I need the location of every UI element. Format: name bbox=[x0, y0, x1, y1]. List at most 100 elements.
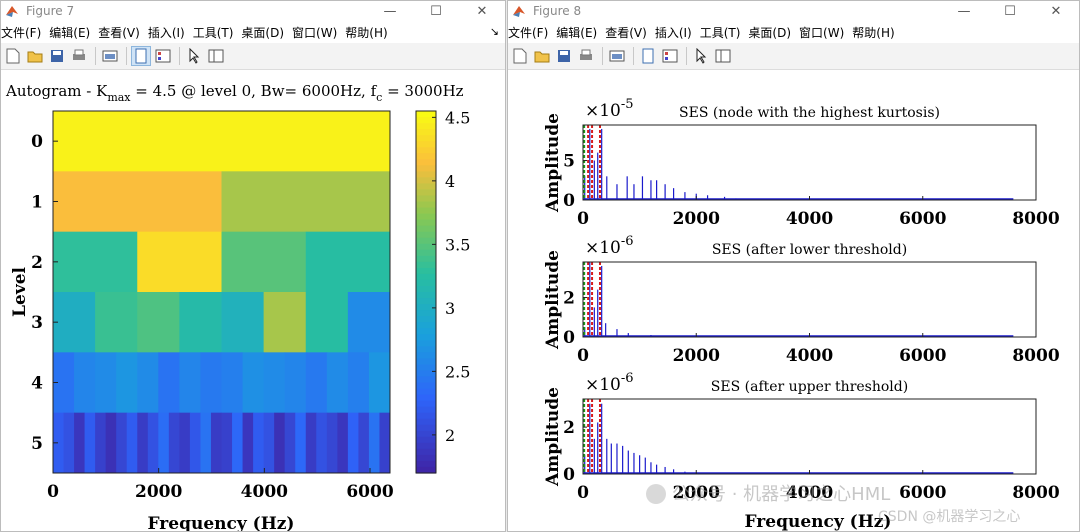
colorbar-segment bbox=[416, 418, 436, 426]
menu-insert[interactable]: 插入(I) bbox=[654, 25, 692, 40]
maximize-button[interactable]: ☐ bbox=[1004, 3, 1016, 19]
heatmap-cell bbox=[200, 412, 212, 474]
colorbar-tick-label: 4 bbox=[445, 172, 455, 191]
link-plot-icon[interactable] bbox=[607, 46, 627, 66]
y-tick-label: 5 bbox=[563, 152, 575, 172]
link-plot-icon[interactable] bbox=[100, 46, 120, 66]
new-figure-icon[interactable] bbox=[510, 46, 530, 66]
heatmap-cell bbox=[53, 111, 391, 172]
ses-y-label: Amplitude bbox=[543, 250, 563, 350]
menu-bar: 文件(F) 编辑(E) 查看(V) 插入(I) 工具(T) 桌面(D) 窗口(W… bbox=[508, 21, 1079, 43]
heatmap-cell bbox=[53, 171, 222, 233]
heatmap-cell bbox=[221, 231, 307, 293]
toolbar-separator bbox=[126, 47, 127, 65]
x-tick-label: 4000 bbox=[786, 483, 833, 503]
figure-8-window: Figure 8 — ☐ ✕ 文件(F) 编辑(E) 查看(V) 插入(I) 工… bbox=[507, 0, 1080, 532]
ses-panel: SES (after upper threshold) ×10-6 Amplitud… bbox=[543, 371, 1060, 503]
ses-panel-title: SES (after lower threshold) bbox=[712, 242, 907, 258]
colorbar-segment bbox=[416, 123, 436, 130]
heatmap-cell bbox=[337, 412, 349, 474]
heatmap-cell bbox=[358, 412, 370, 474]
hide-plot-tools-icon[interactable] bbox=[131, 46, 151, 66]
toolbar-overflow-icon[interactable]: ↘ bbox=[489, 25, 499, 38]
colorbar-segment bbox=[416, 430, 436, 438]
menu-desktop[interactable]: 桌面(D) bbox=[748, 25, 792, 40]
property-editor-icon[interactable] bbox=[713, 46, 733, 66]
menu-view[interactable]: 查看(V) bbox=[98, 25, 140, 40]
new-figure-icon[interactable] bbox=[3, 46, 23, 66]
maximize-button[interactable]: ☐ bbox=[430, 3, 442, 19]
close-button[interactable]: ✕ bbox=[476, 3, 488, 19]
heatmap-cell bbox=[147, 412, 159, 474]
y-tick-label: 4 bbox=[31, 374, 43, 394]
toolbar-separator bbox=[602, 47, 603, 65]
hide-plot-tools-icon[interactable] bbox=[638, 46, 658, 66]
ses-exponent-label: ×10-5 bbox=[585, 97, 634, 121]
colorbar-segment bbox=[416, 129, 436, 136]
menu-window[interactable]: 窗口(W) bbox=[292, 25, 338, 40]
wechat-icon bbox=[646, 484, 666, 504]
save-icon[interactable] bbox=[47, 46, 67, 66]
heatmap-cell bbox=[179, 352, 201, 414]
menu-edit[interactable]: 编辑(E) bbox=[556, 25, 598, 40]
heatmap-cell bbox=[53, 292, 96, 353]
show-plot-tools-icon[interactable] bbox=[660, 46, 680, 66]
heatmap-cell bbox=[242, 412, 254, 474]
show-plot-tools-icon[interactable] bbox=[153, 46, 173, 66]
y-tick-label: 1 bbox=[31, 193, 43, 213]
menu-insert[interactable]: 插入(I) bbox=[147, 25, 185, 40]
colorbar-tick-label: 3.5 bbox=[445, 235, 470, 254]
x-tick-label: 4000 bbox=[241, 482, 288, 502]
colorbar-segment bbox=[416, 460, 436, 468]
ses-exponent-label: ×10-6 bbox=[585, 234, 634, 258]
heatmap-cell bbox=[210, 412, 222, 474]
x-tick-label: 0 bbox=[577, 209, 589, 229]
heatmap-cell bbox=[326, 352, 349, 414]
figure-7-window: Figure 7 — ☐ ✕ 文件(F) 编辑(E) 查看(V) 插入(I) 工… bbox=[0, 0, 506, 532]
ses-exponent-label: ×10-6 bbox=[585, 371, 634, 395]
toolbar-separator bbox=[686, 47, 687, 65]
colorbar-segment bbox=[416, 243, 436, 251]
open-file-icon[interactable] bbox=[532, 46, 552, 66]
x-tick-label: 8000 bbox=[1012, 346, 1059, 366]
heatmap-cell bbox=[189, 412, 201, 474]
menu-edit[interactable]: 编辑(E) bbox=[49, 25, 91, 40]
watermark-text: 公众号 · 机器学习之心HML bbox=[672, 484, 890, 505]
print-icon[interactable] bbox=[69, 46, 89, 66]
heatmap-cell bbox=[263, 352, 286, 414]
heatmap-cell bbox=[84, 412, 96, 474]
heatmap-cell bbox=[305, 292, 349, 353]
menu-tools[interactable]: 工具(T) bbox=[192, 25, 234, 40]
open-file-icon[interactable] bbox=[25, 46, 45, 66]
heatmap-cells bbox=[53, 111, 391, 474]
menu-file[interactable]: 文件(F) bbox=[1, 25, 42, 40]
close-button[interactable]: ✕ bbox=[1050, 3, 1062, 19]
x-tick-label: 6000 bbox=[346, 482, 393, 502]
minimize-button[interactable]: — bbox=[957, 3, 971, 19]
x-tick-label: 2000 bbox=[673, 483, 720, 503]
colorbar-segment bbox=[416, 201, 436, 209]
menu-view[interactable]: 查看(V) bbox=[605, 25, 647, 40]
menu-help[interactable]: 帮助(H) bbox=[852, 25, 895, 40]
colorbar-segment bbox=[416, 189, 436, 197]
save-icon[interactable] bbox=[554, 46, 574, 66]
colorbar-segment bbox=[416, 376, 436, 384]
menu-desktop[interactable]: 桌面(D) bbox=[241, 25, 285, 40]
colorbar-segment bbox=[416, 249, 436, 257]
menu-tools[interactable]: 工具(T) bbox=[699, 25, 741, 40]
colorbar-segment bbox=[416, 352, 436, 359]
menu-file[interactable]: 文件(F) bbox=[508, 25, 549, 40]
minimize-button[interactable]: — bbox=[383, 3, 397, 19]
heatmap-cell bbox=[242, 352, 265, 414]
colorbar-segment bbox=[416, 442, 436, 450]
heatmap-x-label: Frequency (Hz) bbox=[148, 514, 295, 532]
print-icon[interactable] bbox=[576, 46, 596, 66]
edit-plot-pointer-icon[interactable] bbox=[184, 46, 204, 66]
property-editor-icon[interactable] bbox=[206, 46, 226, 66]
heatmap-cell bbox=[126, 412, 138, 474]
menu-help[interactable]: 帮助(H) bbox=[345, 25, 388, 40]
menu-window[interactable]: 窗口(W) bbox=[799, 25, 845, 40]
edit-plot-pointer-icon[interactable] bbox=[691, 46, 711, 66]
toolbar-separator bbox=[633, 47, 634, 65]
y-tick-label: 2 bbox=[563, 289, 575, 309]
